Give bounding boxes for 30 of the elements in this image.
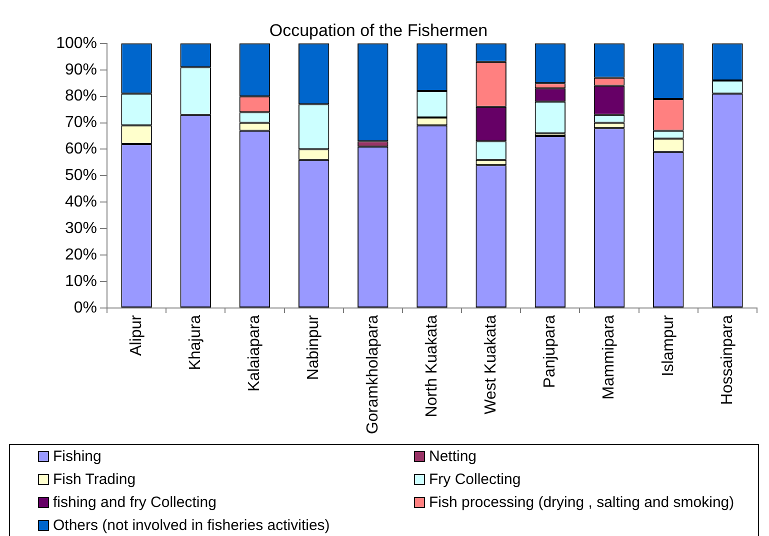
- y-tick-label: 90%: [64, 61, 97, 78]
- y-tick-label: 30%: [64, 220, 97, 238]
- y-tick-label: 60%: [64, 140, 97, 158]
- legend-label: fishing and fry Collecting: [53, 494, 216, 511]
- y-tick-label: 80%: [64, 88, 97, 105]
- x-tick-label: Mammipara: [600, 314, 618, 400]
- y-tick-label: 40%: [64, 194, 97, 211]
- y-tick-label: 100%: [56, 34, 97, 52]
- chart-title: Occupation of the Fishermen: [269, 20, 488, 40]
- legend-label: Netting: [429, 448, 477, 465]
- x-tick-label: Kalaiapara: [246, 314, 264, 392]
- y-tick-label: 50%: [64, 167, 97, 184]
- y-tick-label: 20%: [64, 246, 97, 264]
- y-tick-label: 0%: [74, 299, 97, 316]
- x-tick-label: Khajura: [187, 314, 204, 370]
- legend-label: Fishing: [53, 448, 102, 465]
- legend-label: Fry Collecting: [429, 471, 521, 488]
- x-tick-label: Islampur: [660, 314, 677, 376]
- x-tick-label: West Kuakata: [482, 314, 500, 414]
- x-tick-label: Panjupara: [542, 314, 559, 388]
- legend-label: Others (not involved in fisheries activities): [53, 517, 330, 534]
- legend-label: Fish Trading: [53, 471, 136, 488]
- x-tick-label: Alipur: [128, 314, 145, 356]
- legend-label: Fish processing (drying , salting and smoking): [429, 494, 734, 511]
- y-tick-label: 70%: [64, 114, 97, 132]
- x-tick-label: Nabinpur: [305, 314, 322, 380]
- x-tick-label: Hossainpara: [718, 314, 736, 405]
- y-tick-label: 10%: [64, 272, 97, 290]
- x-tick-label: Goramkholapara: [364, 314, 382, 434]
- x-tick-label: North Kuakata: [423, 314, 440, 418]
